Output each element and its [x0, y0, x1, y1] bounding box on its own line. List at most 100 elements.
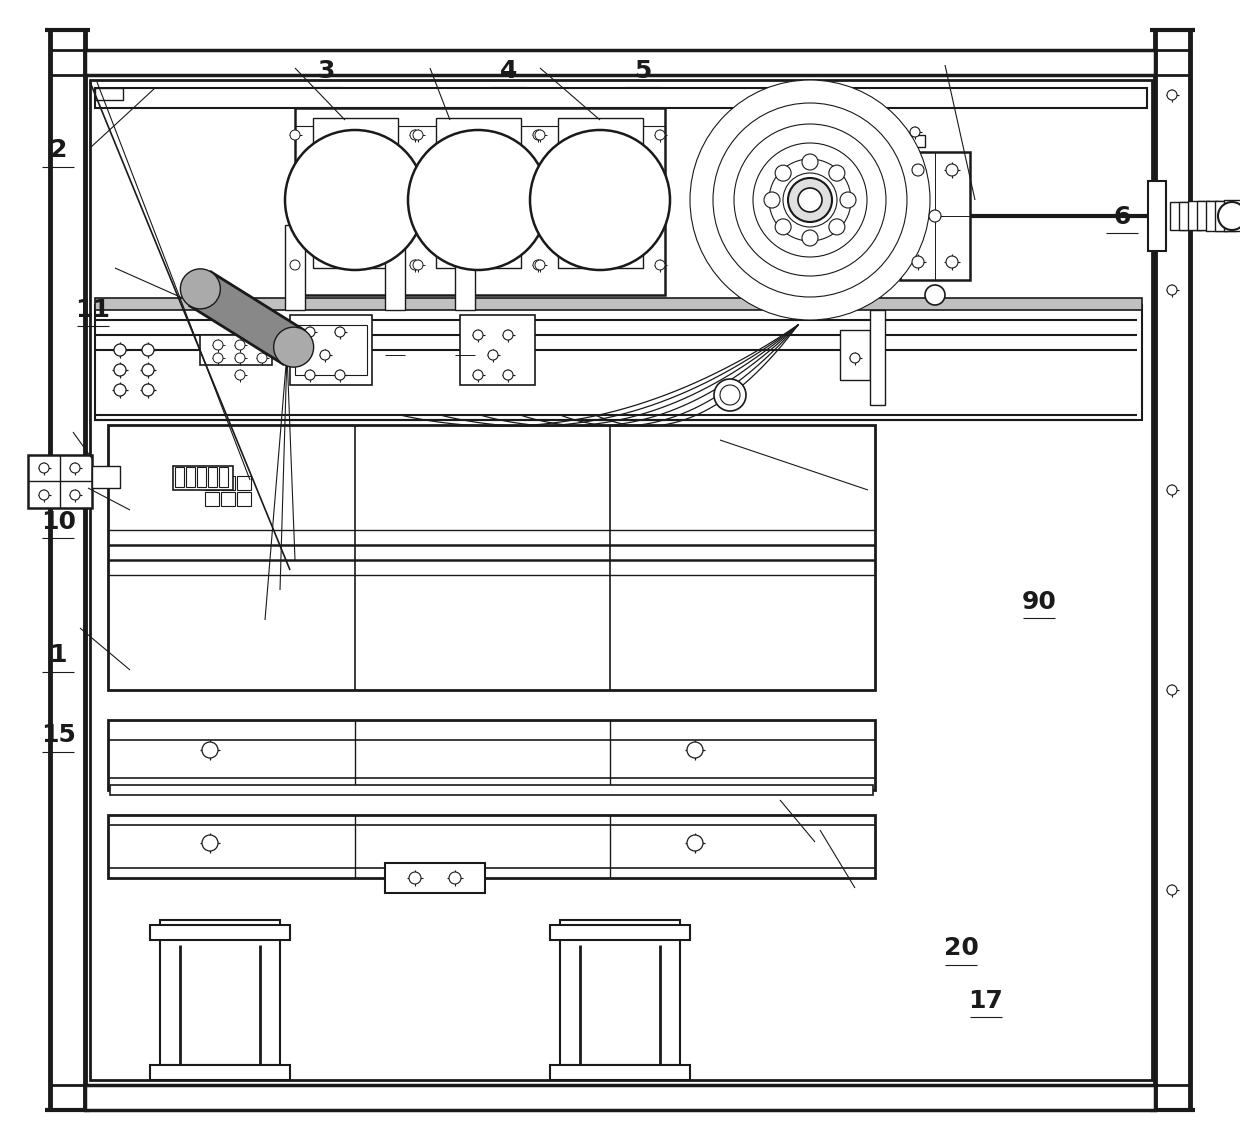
Circle shape: [655, 260, 665, 270]
Bar: [205, 477, 219, 490]
Bar: [86, 50, 1154, 75]
Circle shape: [713, 103, 906, 298]
Bar: [92, 466, 120, 488]
Circle shape: [769, 158, 851, 241]
Circle shape: [1167, 685, 1177, 695]
Bar: [175, 467, 184, 487]
Bar: [1171, 202, 1192, 230]
Text: 11: 11: [76, 298, 110, 323]
Circle shape: [799, 188, 822, 212]
Circle shape: [472, 370, 484, 380]
Circle shape: [290, 260, 300, 270]
Bar: [312, 119, 398, 268]
Text: 2: 2: [50, 138, 67, 163]
Text: 1: 1: [50, 643, 67, 668]
Text: 10: 10: [41, 510, 76, 535]
Circle shape: [410, 260, 420, 270]
Circle shape: [202, 834, 218, 850]
Bar: [290, 315, 372, 385]
Circle shape: [533, 130, 543, 140]
Circle shape: [839, 192, 856, 207]
Circle shape: [305, 327, 315, 337]
Bar: [900, 152, 970, 280]
Bar: [150, 1065, 290, 1080]
Circle shape: [787, 178, 832, 222]
Circle shape: [828, 165, 844, 181]
Circle shape: [655, 130, 665, 140]
Circle shape: [533, 260, 543, 270]
Bar: [200, 335, 272, 365]
Circle shape: [257, 353, 267, 363]
Bar: [174, 466, 233, 490]
Circle shape: [687, 742, 703, 758]
Bar: [197, 467, 206, 487]
Circle shape: [925, 285, 945, 306]
Bar: [1188, 201, 1209, 230]
Circle shape: [409, 872, 422, 884]
Text: 6: 6: [1114, 204, 1131, 229]
Bar: [150, 925, 290, 940]
Bar: [384, 863, 485, 893]
Bar: [108, 720, 875, 790]
Bar: [95, 298, 1142, 310]
Bar: [285, 225, 305, 310]
Circle shape: [529, 130, 670, 270]
Circle shape: [449, 872, 461, 884]
Bar: [551, 1065, 689, 1080]
Circle shape: [290, 130, 300, 140]
Circle shape: [305, 370, 315, 380]
Circle shape: [1167, 885, 1177, 895]
Bar: [905, 135, 925, 147]
Bar: [95, 306, 1142, 420]
Bar: [29, 455, 92, 508]
Circle shape: [180, 269, 221, 309]
Circle shape: [38, 463, 50, 473]
Bar: [295, 108, 665, 295]
Bar: [1179, 202, 1200, 230]
Circle shape: [503, 370, 513, 380]
Circle shape: [320, 350, 330, 360]
Circle shape: [1167, 90, 1177, 100]
Circle shape: [114, 364, 126, 376]
Bar: [208, 467, 217, 487]
Circle shape: [335, 327, 345, 337]
Circle shape: [413, 130, 423, 140]
Bar: [221, 492, 236, 506]
Bar: [839, 329, 870, 380]
Bar: [1148, 181, 1166, 251]
Circle shape: [828, 219, 844, 235]
Circle shape: [472, 329, 484, 340]
Bar: [384, 225, 405, 310]
Circle shape: [285, 130, 425, 270]
Circle shape: [114, 344, 126, 356]
Circle shape: [1218, 202, 1240, 230]
Text: 20: 20: [944, 936, 978, 961]
Bar: [455, 225, 475, 310]
Bar: [110, 785, 873, 795]
Circle shape: [202, 742, 218, 758]
Circle shape: [408, 130, 548, 270]
Circle shape: [946, 164, 959, 176]
Circle shape: [946, 256, 959, 268]
Circle shape: [69, 463, 81, 473]
Circle shape: [143, 364, 154, 376]
Circle shape: [213, 340, 223, 350]
Circle shape: [143, 344, 154, 356]
Bar: [295, 325, 367, 375]
Bar: [86, 1085, 1154, 1110]
Circle shape: [782, 173, 837, 227]
Circle shape: [764, 192, 780, 207]
Polygon shape: [190, 272, 304, 364]
Circle shape: [753, 142, 867, 256]
Circle shape: [69, 490, 81, 500]
Circle shape: [143, 384, 154, 396]
Circle shape: [236, 370, 246, 380]
Text: 5: 5: [634, 58, 651, 83]
Bar: [108, 815, 875, 878]
Circle shape: [911, 256, 924, 268]
Circle shape: [775, 219, 791, 235]
Circle shape: [929, 210, 941, 222]
Circle shape: [413, 260, 423, 270]
Circle shape: [114, 384, 126, 396]
Circle shape: [849, 353, 861, 363]
